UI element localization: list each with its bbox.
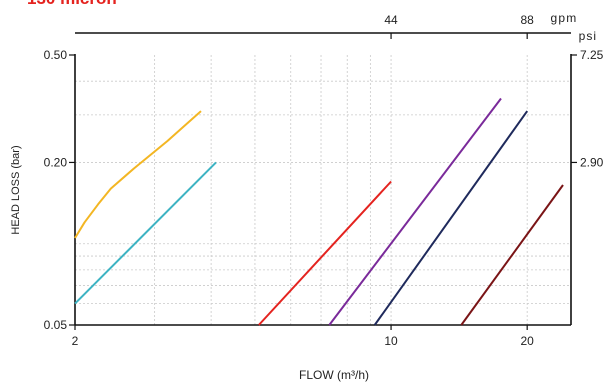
axes: 2 10 20 0.05 0.20 0.50 44 88 2.90 7.25 — [44, 13, 604, 348]
y-tick-label: 0.05 — [44, 318, 68, 332]
y-axis-label: HEAD LOSS (bar) — [10, 145, 22, 234]
x-tick-label: 2 — [72, 334, 79, 348]
secondary-y-unit-label: psi — [579, 29, 597, 43]
psi-tick-label: 7.25 — [580, 48, 604, 62]
series-line-4 — [328, 97, 502, 326]
series-group — [74, 97, 564, 326]
psi-tick-label: 2.90 — [580, 155, 604, 169]
y-tick-label: 0.20 — [44, 155, 68, 169]
series-line-3 — [258, 180, 392, 326]
page-title: 130 micron — [27, 0, 117, 9]
gpm-tick-label: 88 — [520, 13, 534, 27]
plot-frame — [74, 32, 572, 326]
series-line-1 — [74, 110, 202, 239]
gpm-tick-label: 44 — [384, 13, 398, 27]
series-line-6 — [460, 184, 564, 326]
secondary-x-unit-label: gpm — [551, 11, 578, 25]
series-line-5 — [373, 110, 529, 326]
x-axis-label: FLOW (m³/h) — [299, 368, 369, 382]
grid — [75, 55, 571, 325]
x-tick-label: 10 — [384, 334, 398, 348]
y-tick-label: 0.50 — [44, 48, 68, 62]
x-tick-label: 20 — [520, 334, 534, 348]
series-line-2 — [74, 161, 217, 305]
